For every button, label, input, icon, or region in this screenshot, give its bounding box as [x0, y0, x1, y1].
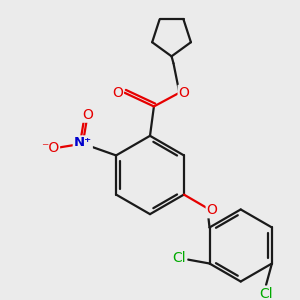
Text: N⁺: N⁺	[74, 136, 92, 149]
Text: O: O	[82, 108, 93, 122]
Text: Cl: Cl	[172, 250, 186, 265]
Text: Cl: Cl	[259, 287, 273, 300]
Text: O: O	[207, 203, 218, 217]
Text: ⁻O: ⁻O	[41, 141, 59, 154]
Text: O: O	[178, 86, 190, 100]
Text: O: O	[112, 86, 123, 100]
